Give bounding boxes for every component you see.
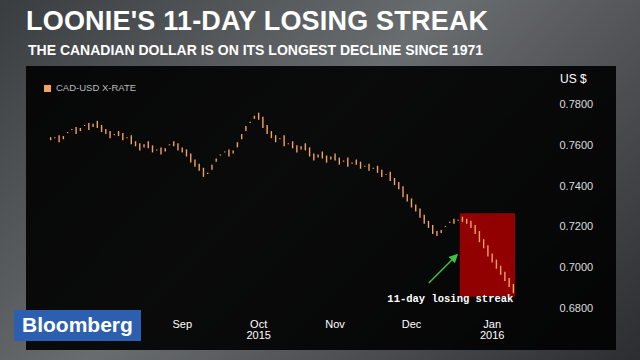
html-text:THE CANADIAN DOLLAR IS ON ITS: THE CANADIAN DOLLAR IS ON ITS LONGEST DE…	[28, 42, 484, 58]
svg-text:Nov: Nov	[325, 318, 345, 330]
svg-text:Dec: Dec	[402, 318, 422, 330]
svg-text:Jan2016: Jan2016	[480, 318, 504, 341]
svg-text:0.7400: 0.7400	[560, 180, 594, 192]
html-text:CAD-USD X-RATE: CAD-USD X-RATE	[56, 82, 137, 93]
svg-text:0.7600: 0.7600	[560, 139, 594, 151]
html-text:US $: US $	[560, 72, 587, 86]
svg-text:Sep: Sep	[172, 318, 192, 330]
svg-text:0.7800: 0.7800	[560, 98, 594, 110]
html-text:Bloomberg: Bloomberg	[22, 313, 133, 336]
svg-text:0.7000: 0.7000	[560, 261, 594, 273]
svg-text:Oct2015: Oct2015	[246, 318, 270, 341]
svg-text:0.7200: 0.7200	[560, 220, 594, 232]
svg-text:0.6800: 0.6800	[560, 302, 594, 314]
svg-text:11-day losing streak: 11-day losing streak	[387, 293, 513, 305]
html-text:LOONIE'S 11-DAY LOSING STREAK: LOONIE'S 11-DAY LOSING STREAK	[26, 6, 489, 36]
